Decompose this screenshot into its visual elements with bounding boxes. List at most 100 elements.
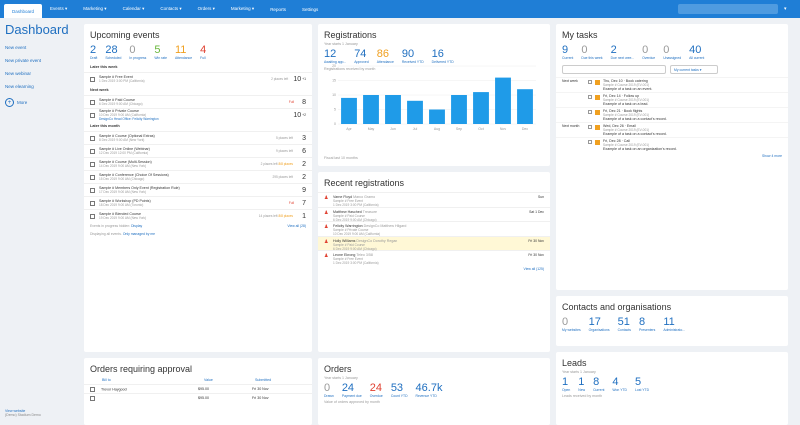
event-row[interactable]: Sample # Blended Course 19 Dec 2019 9:00 … xyxy=(84,209,312,222)
task-item[interactable]: Fri, Dec 21 · Book flights Sample # Cours… xyxy=(556,107,788,122)
upcoming-stat[interactable]: 2 Draft xyxy=(90,44,97,60)
new-webinar-link[interactable]: New webinar xyxy=(5,71,32,76)
new-elearning-link[interactable]: New elearning xyxy=(5,84,34,89)
list-item[interactable]: ♟ Holly Williams DesignCo Dorothy Regan Sa… xyxy=(318,235,550,251)
chart-bar[interactable] xyxy=(407,100,423,124)
tab-dashboard[interactable]: Dashboard xyxy=(4,4,43,18)
chart-bar[interactable] xyxy=(341,97,357,124)
user-menu-icon[interactable]: ▾ xyxy=(784,6,787,12)
managed-by-me-link[interactable]: Only managed by me xyxy=(122,232,156,236)
chart-bar[interactable] xyxy=(429,109,445,125)
view-website-link[interactable]: View website xyxy=(5,409,26,413)
chart-bar[interactable] xyxy=(385,95,401,124)
task-title[interactable]: Fri, Dec 14 · Follow up xyxy=(603,94,640,98)
leads-stat[interactable]: 1 New xyxy=(578,376,585,392)
show-more-tasks-link[interactable]: Show 4 more xyxy=(762,154,782,158)
task-item[interactable]: Fri, Dec 14 · Follow up Sample # Course 2… xyxy=(556,92,788,107)
event-name[interactable]: Sample # Workshop (PD Points) xyxy=(99,199,151,203)
contacts-stat[interactable]: 11 Administrato... xyxy=(663,316,685,332)
list-item[interactable]: ♟ Leone Ekrong Teleo 3/58 Sample # Free Ev… xyxy=(318,250,550,265)
registrant-name[interactable]: Varne Floyd Marco Gramo xyxy=(333,195,376,199)
event-name[interactable]: Sample # Blended Course xyxy=(99,212,141,216)
event-name[interactable]: Sample # Course (Optional Extras) xyxy=(99,134,155,138)
more-button[interactable]: + More xyxy=(0,93,80,112)
event-name[interactable]: Sample # Live Online (Webinar) xyxy=(99,147,150,151)
task-title[interactable]: Wed, Dec 26 · Email xyxy=(603,124,636,128)
upcoming-stat[interactable]: 5 Win rate xyxy=(154,44,167,60)
contacts-stat[interactable]: 0 My websites xyxy=(562,316,581,332)
task-filter-select[interactable]: My current tasks ▾ xyxy=(670,65,718,74)
registrant-name[interactable]: Matthew Hasched Treasure xyxy=(333,209,377,214)
orders-stat[interactable]: 0 Drawn xyxy=(324,382,334,398)
orders-stat[interactable]: 24 Payment due xyxy=(342,382,362,398)
tasks-stat[interactable]: 0 Unassigned xyxy=(663,44,681,60)
event-row[interactable]: Sample # Paid Course 6 Dec 2019 9:00 AM (… xyxy=(84,95,312,108)
registrant-name[interactable]: Leone Ekrong Teleo 3/58 xyxy=(333,253,373,257)
new-event-link[interactable]: New event xyxy=(5,45,27,50)
new-private-event-link[interactable]: New private event xyxy=(5,58,42,63)
view-all-registrations-link[interactable]: View all (125) xyxy=(523,266,544,271)
tab-events[interactable]: Events ▾ xyxy=(50,6,68,11)
tab-calendar[interactable]: Calendar ▾ xyxy=(122,6,145,11)
task-checkbox[interactable] xyxy=(588,125,592,129)
list-item[interactable]: ♟ Felicity Warrington DesignCo Matthew Hi… xyxy=(318,221,550,236)
registrations-stat[interactable]: 86 Attendance xyxy=(377,48,394,64)
registrations-stat[interactable]: 74 Approved xyxy=(354,48,369,64)
tab-reports[interactable]: Reports xyxy=(270,6,286,12)
task-title[interactable]: Thu, Dec 10 · Book catering xyxy=(603,79,648,83)
chart-bar[interactable] xyxy=(495,77,511,124)
registrant-name[interactable]: Holly Williams DesignCo Dorothy Regan xyxy=(333,238,398,243)
upcoming-stat[interactable]: 11 Attendance xyxy=(175,44,192,60)
event-name[interactable]: Sample # Private Course xyxy=(99,109,139,113)
event-row[interactable]: Sample # Members Only Event (Registratio… xyxy=(84,183,312,196)
chart-bar[interactable] xyxy=(363,95,379,124)
chart-bar[interactable] xyxy=(473,92,489,124)
task-checkbox[interactable] xyxy=(588,80,592,84)
tab-marketing-2[interactable]: Marketing ▾ xyxy=(230,6,255,11)
task-title[interactable]: Fri, Dec 28 · Call xyxy=(603,139,630,143)
list-item[interactable]: ♟ Varne Floyd Marco Gramo Sample # Free Ev… xyxy=(318,192,550,207)
tab-marketing[interactable]: Marketing ▾ xyxy=(83,6,107,11)
col-value[interactable]: Value xyxy=(204,378,213,382)
task-checkbox[interactable] xyxy=(588,110,592,114)
chart-bar[interactable] xyxy=(517,89,533,124)
chart-bar[interactable] xyxy=(451,95,467,124)
col-submitted[interactable]: Submitted xyxy=(255,378,272,382)
event-row[interactable]: Sample # Private Course 10 Dec 2019 9:00 … xyxy=(84,108,312,121)
table-row[interactable]: Trevor Haygood $95.00 Fri 30 Nov xyxy=(84,384,312,393)
event-row[interactable]: Sample # Course (Optional Extras) 8 Dec 2… xyxy=(84,131,312,144)
tasks-stat[interactable]: 0 Due this week xyxy=(581,44,602,60)
task-item[interactable]: Next week Thu, Dec 10 · Book catering Samp… xyxy=(556,77,788,92)
registrations-stat[interactable]: 12 Awaiting app... xyxy=(324,48,346,64)
tab-contacts[interactable]: Contacts ▾ xyxy=(160,6,182,11)
view-all-events-link[interactable]: View all (28) xyxy=(287,224,306,228)
registrations-stat[interactable]: 16 Delivered YTD xyxy=(432,48,454,64)
list-item[interactable]: ♟ Matthew Hasched Treasure Sample # Paid C… xyxy=(318,206,550,222)
upcoming-stat[interactable]: 4 Full xyxy=(200,44,206,60)
tasks-stat[interactable]: 40 All current xyxy=(689,44,704,60)
event-name[interactable]: Sample # Conference (Choice Of Sessions) xyxy=(99,173,169,177)
event-row[interactable]: Sample # Conference (Choice Of Sessions)… xyxy=(84,170,312,183)
leads-stat[interactable]: 4 Won YTD xyxy=(612,376,627,392)
task-search-input[interactable] xyxy=(562,65,666,74)
event-row[interactable]: Sample # Free Event 1 Dec 2019 3:00 PM (C… xyxy=(84,72,312,85)
task-checkbox[interactable] xyxy=(588,95,592,99)
task-item[interactable]: Next month Wed, Dec 26 · Email Sample # Co… xyxy=(556,122,788,137)
event-name[interactable]: Sample # Course (Multi-Session) xyxy=(99,160,152,164)
tasks-stat[interactable]: 2 Due next wee... xyxy=(611,44,635,60)
task-item[interactable]: Fri, Dec 28 · Call Sample # Course 2019 (… xyxy=(556,137,788,152)
table-row[interactable]: $95.00 Fri 30 Nov xyxy=(84,393,312,402)
tab-settings[interactable]: Settings xyxy=(301,6,319,12)
orders-stat[interactable]: 24 Overdue xyxy=(370,382,383,398)
leads-stat[interactable]: 5 Lost YTD xyxy=(635,376,649,392)
tasks-stat[interactable]: 9 Current xyxy=(562,44,573,60)
leads-stat[interactable]: 8 Current xyxy=(593,376,604,392)
leads-stat[interactable]: 1 Open xyxy=(562,376,570,392)
col-bill-to[interactable]: Bill to xyxy=(102,378,111,382)
task-checkbox[interactable] xyxy=(588,140,592,144)
orders-stat[interactable]: 46.7k Revenue YTD xyxy=(416,382,443,398)
global-search-input[interactable] xyxy=(678,4,778,14)
event-row[interactable]: Sample # Course (Multi-Session) 14 Dec 20… xyxy=(84,157,312,170)
contacts-stat[interactable]: 51 Contacts xyxy=(618,316,631,332)
tasks-stat[interactable]: 0 Overdue xyxy=(642,44,655,60)
